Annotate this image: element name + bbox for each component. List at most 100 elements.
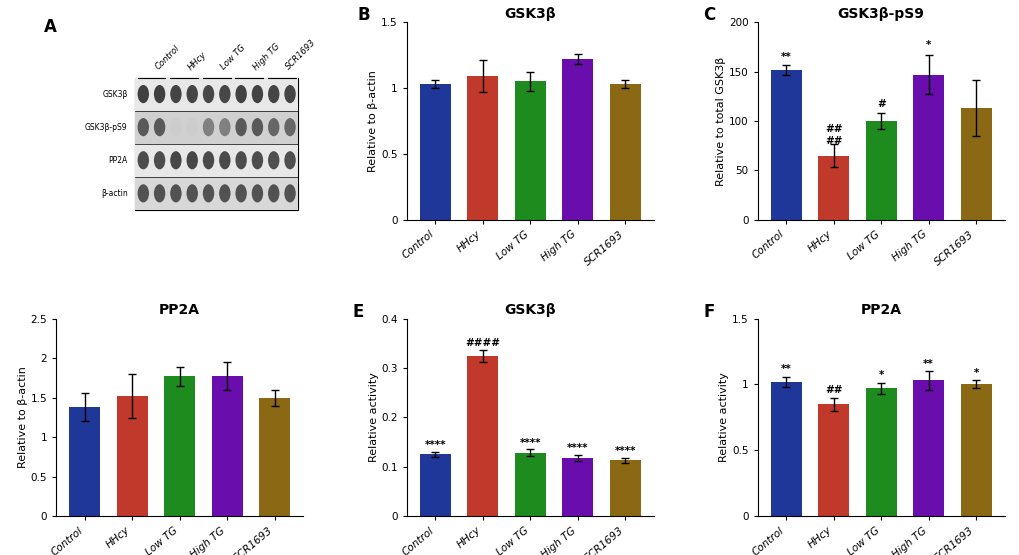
Title: PP2A: PP2A: [860, 304, 901, 317]
Bar: [212, 376, 243, 516]
Bar: [960, 108, 990, 220]
Ellipse shape: [138, 184, 149, 203]
Ellipse shape: [138, 118, 149, 137]
Text: GSK3β-pS9: GSK3β-pS9: [85, 123, 127, 132]
Text: ****: ****: [519, 438, 541, 448]
Bar: [960, 385, 990, 516]
Text: ####: ####: [465, 338, 500, 348]
Bar: [865, 121, 896, 220]
Ellipse shape: [138, 151, 149, 169]
Y-axis label: Relative to β-actin: Relative to β-actin: [368, 70, 378, 172]
Text: ##: ##: [824, 385, 842, 395]
Bar: [259, 397, 289, 516]
Bar: [420, 455, 450, 516]
Ellipse shape: [252, 151, 263, 169]
Text: C: C: [703, 7, 715, 24]
Ellipse shape: [186, 118, 198, 137]
Bar: [770, 69, 801, 220]
Title: GSK3β-pS9: GSK3β-pS9: [837, 7, 923, 21]
Ellipse shape: [170, 118, 181, 137]
Bar: [912, 381, 944, 516]
Ellipse shape: [219, 118, 230, 137]
Ellipse shape: [268, 118, 279, 137]
Ellipse shape: [268, 151, 279, 169]
Bar: [135, 78, 298, 210]
Ellipse shape: [235, 184, 247, 203]
Ellipse shape: [170, 151, 181, 169]
Title: PP2A: PP2A: [159, 304, 200, 317]
Ellipse shape: [154, 85, 165, 103]
Ellipse shape: [154, 151, 165, 169]
Text: ##
##: ## ##: [824, 124, 842, 146]
Text: #: #: [876, 99, 884, 109]
Ellipse shape: [186, 85, 198, 103]
Ellipse shape: [219, 151, 230, 169]
Bar: [770, 382, 801, 516]
Text: PP2A: PP2A: [108, 156, 127, 165]
Text: **: **: [780, 364, 791, 374]
Bar: [515, 82, 545, 220]
Text: Control: Control: [154, 44, 181, 72]
Bar: [561, 458, 593, 516]
Text: High TG: High TG: [252, 42, 281, 72]
Ellipse shape: [284, 151, 296, 169]
Ellipse shape: [154, 184, 165, 203]
Ellipse shape: [252, 85, 263, 103]
Ellipse shape: [170, 85, 181, 103]
Ellipse shape: [268, 85, 279, 103]
Text: HHcy: HHcy: [186, 49, 208, 72]
Text: *: *: [877, 371, 883, 381]
Text: A: A: [44, 18, 57, 36]
Text: GSK3β: GSK3β: [102, 89, 127, 99]
Ellipse shape: [219, 184, 230, 203]
Bar: [116, 396, 148, 516]
Text: B: B: [357, 7, 370, 24]
Text: *: *: [972, 368, 978, 378]
Ellipse shape: [154, 118, 165, 137]
Ellipse shape: [219, 85, 230, 103]
Bar: [515, 453, 545, 516]
Bar: [609, 460, 640, 516]
Y-axis label: Relative to β-actin: Relative to β-actin: [17, 366, 28, 468]
Title: GSK3β: GSK3β: [504, 304, 555, 317]
Ellipse shape: [284, 184, 296, 203]
Bar: [817, 404, 848, 516]
Bar: [420, 84, 450, 220]
Ellipse shape: [252, 184, 263, 203]
Ellipse shape: [186, 151, 198, 169]
Bar: [135, 110, 298, 144]
Text: *: *: [925, 40, 930, 50]
Bar: [561, 59, 593, 220]
Text: SCR1693: SCR1693: [284, 38, 318, 72]
Ellipse shape: [284, 85, 296, 103]
Ellipse shape: [170, 184, 181, 203]
Ellipse shape: [235, 118, 247, 137]
Title: GSK3β: GSK3β: [504, 7, 555, 21]
Ellipse shape: [235, 151, 247, 169]
Y-axis label: Relative to total GSK3β: Relative to total GSK3β: [715, 57, 726, 185]
Text: ****: ****: [424, 441, 445, 451]
Bar: [865, 388, 896, 516]
Ellipse shape: [203, 184, 214, 203]
Bar: [467, 76, 498, 220]
Text: **: **: [922, 359, 933, 369]
Bar: [912, 74, 944, 220]
Bar: [609, 84, 640, 220]
Bar: [69, 407, 100, 516]
Y-axis label: Relative activity: Relative activity: [368, 372, 378, 462]
Bar: [135, 144, 298, 177]
Ellipse shape: [203, 118, 214, 137]
Text: β-actin: β-actin: [101, 189, 127, 198]
Text: Low TG: Low TG: [219, 43, 247, 72]
Text: ****: ****: [567, 443, 588, 453]
Text: ****: ****: [614, 446, 636, 456]
Text: F: F: [703, 303, 714, 321]
Ellipse shape: [284, 118, 296, 137]
Ellipse shape: [186, 184, 198, 203]
Ellipse shape: [252, 118, 263, 137]
Ellipse shape: [203, 85, 214, 103]
Bar: [135, 78, 298, 110]
Text: E: E: [353, 303, 364, 321]
Ellipse shape: [235, 85, 247, 103]
Ellipse shape: [138, 85, 149, 103]
